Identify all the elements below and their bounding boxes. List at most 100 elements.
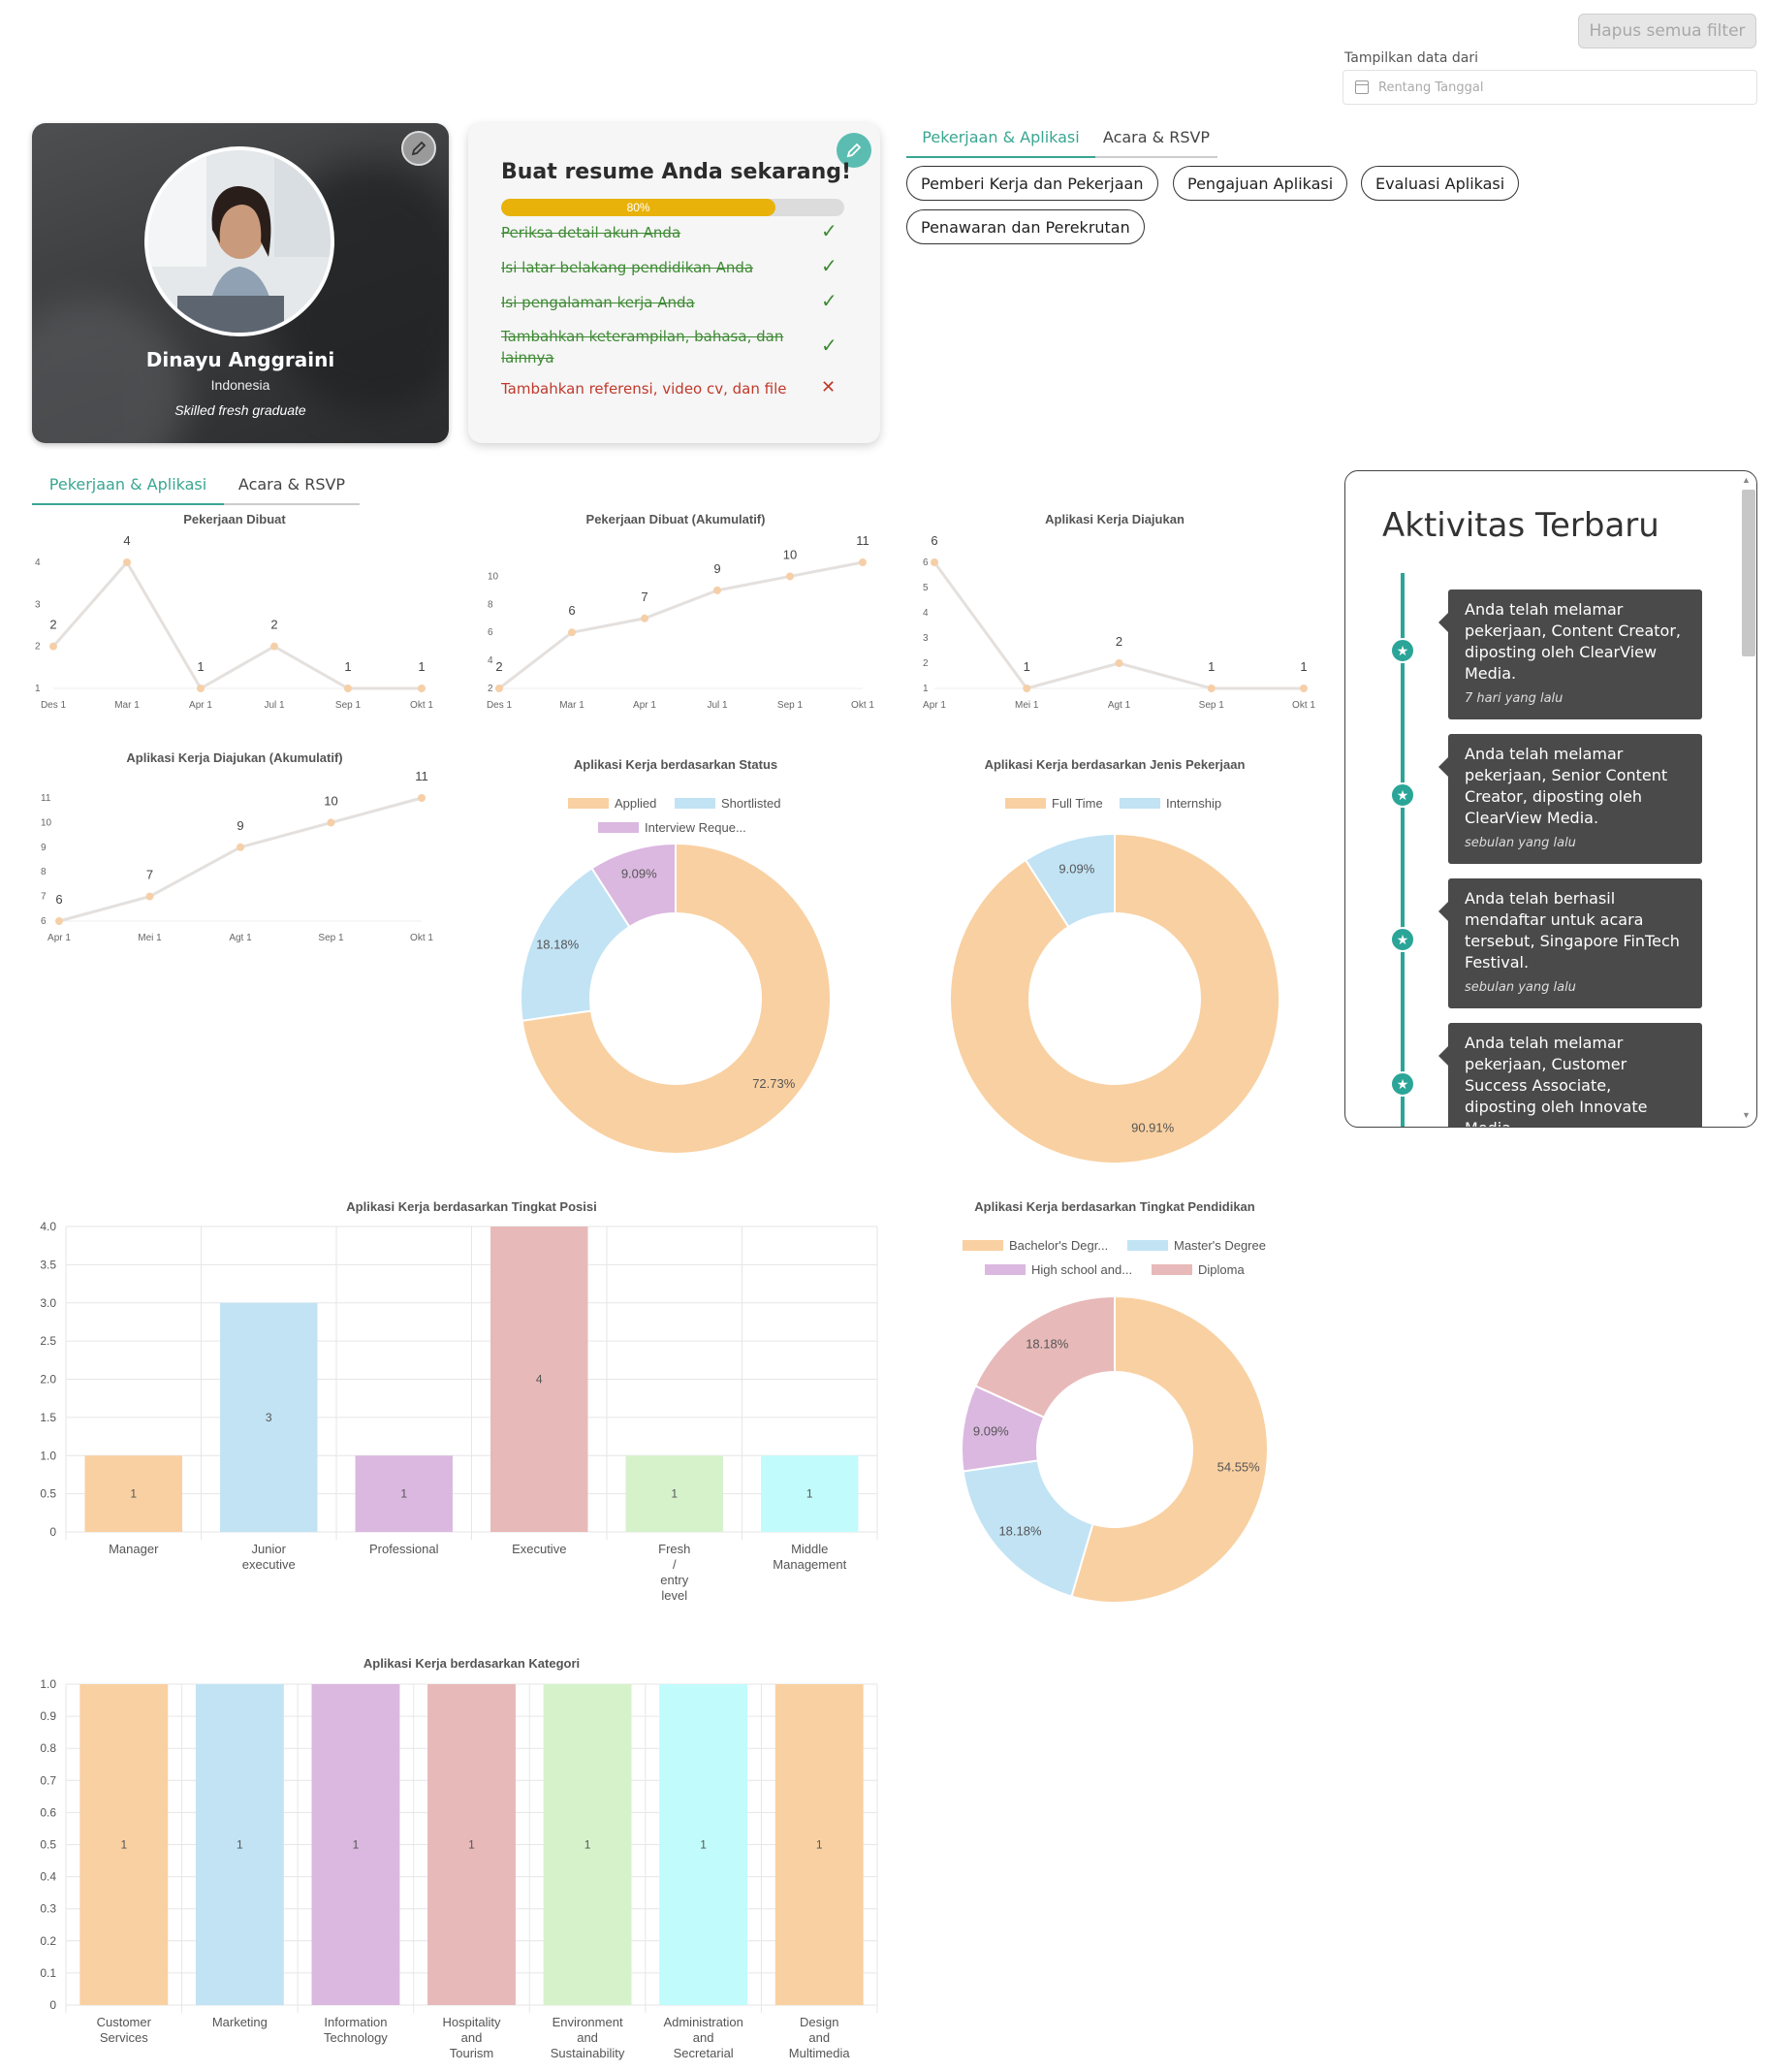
pill-application-evaluation[interactable]: Evaluasi Aplikasi bbox=[1361, 166, 1520, 201]
pill-application-submission[interactable]: Pengajuan Aplikasi bbox=[1173, 166, 1348, 201]
x-tick-label: Des 1 bbox=[41, 700, 67, 711]
legend-label: Bachelor's Degr... bbox=[1009, 1238, 1108, 1253]
resume-card: Buat resume Anda sekarang! 80% Periksa d… bbox=[468, 123, 880, 443]
data-label: 7 bbox=[146, 868, 153, 882]
resume-progress-bar: 80% bbox=[501, 199, 844, 216]
y-tick-label: 4 bbox=[923, 608, 929, 619]
bar bbox=[79, 1684, 169, 2005]
y-tick-label: 1.5 bbox=[40, 1411, 56, 1424]
activity-time: sebulan yang lalu bbox=[1465, 836, 1576, 850]
bar bbox=[427, 1684, 516, 2005]
y-tick-label: 0.2 bbox=[40, 1934, 56, 1948]
x-tick-label: Sep 1 bbox=[335, 700, 362, 711]
data-point bbox=[713, 586, 721, 594]
edit-resume-button[interactable] bbox=[837, 133, 871, 168]
activity-text: Anda telah melamar pekerjaan, Customer S… bbox=[1465, 1034, 1648, 1127]
y-tick-label: 3 bbox=[923, 633, 929, 644]
legend-swatch bbox=[963, 1240, 1003, 1251]
tab-jobs-applications-charts[interactable]: Pekerjaan & Aplikasi bbox=[32, 475, 224, 505]
data-point bbox=[123, 558, 131, 566]
x-tick-label: Okt 1 bbox=[410, 933, 433, 943]
legend-label: Master's Degree bbox=[1174, 1238, 1266, 1253]
checklist-item[interactable]: Tambahkan keterampilan, bahasa, dan lain… bbox=[501, 328, 784, 367]
y-tick-label: 2.5 bbox=[40, 1334, 56, 1348]
bar-value-label: 1 bbox=[400, 1487, 407, 1501]
resume-title: Buat resume Anda sekarang! bbox=[501, 160, 852, 184]
slice-label: 9.09% bbox=[621, 866, 657, 880]
edit-profile-button[interactable] bbox=[401, 131, 436, 166]
scroll-down-icon[interactable]: ▼ bbox=[1742, 1110, 1751, 1120]
tab-events-rsvp-charts[interactable]: Acara & RSVP bbox=[224, 475, 360, 505]
y-tick-label: 6 bbox=[923, 558, 929, 568]
checklist-item[interactable]: Periksa detail akun Anda bbox=[501, 224, 681, 241]
x-tick-label: Marketing bbox=[212, 2015, 268, 2029]
star-icon: ★ bbox=[1390, 638, 1415, 663]
activity-item[interactable]: Anda telah berhasil mendaftar untuk acar… bbox=[1438, 878, 1702, 1008]
activity-item[interactable]: Anda telah melamar pekerjaan, Customer S… bbox=[1438, 1023, 1702, 1127]
y-tick-label: 5 bbox=[923, 583, 929, 593]
tab-jobs-applications-top[interactable]: Pekerjaan & Aplikasi bbox=[906, 128, 1095, 158]
data-point bbox=[568, 628, 576, 637]
legend-swatch bbox=[568, 798, 609, 809]
checklist-item[interactable]: Isi pengalaman kerja Anda bbox=[501, 294, 695, 311]
activity-scrollbar-thumb[interactable] bbox=[1742, 490, 1755, 656]
x-tick-label: Agt 1 bbox=[1108, 700, 1131, 711]
scroll-up-icon[interactable]: ▲ bbox=[1742, 475, 1751, 485]
bar bbox=[355, 1455, 453, 1532]
y-tick-label: 0.9 bbox=[40, 1709, 56, 1723]
pie-slice bbox=[1024, 832, 1116, 929]
pill-offers-hiring[interactable]: Penawaran dan Perekrutan bbox=[906, 209, 1145, 244]
clear-all-filters-button[interactable]: Hapus semua filter bbox=[1578, 14, 1756, 48]
x-tick-label: Sep 1 bbox=[318, 933, 344, 943]
checklist-item[interactable]: Isi latar belakang pendidikan Anda bbox=[501, 259, 754, 276]
activity-item[interactable]: Anda telah melamar pekerjaan, Content Cr… bbox=[1438, 590, 1702, 719]
y-tick-label: 0.8 bbox=[40, 1741, 56, 1755]
bar-value-label: 1 bbox=[237, 1838, 243, 1852]
y-tick-label: 10 bbox=[41, 817, 52, 828]
y-tick-label: 1.0 bbox=[40, 1677, 56, 1691]
series-line bbox=[58, 796, 423, 923]
series-line bbox=[51, 559, 422, 691]
bar-value-label: 1 bbox=[120, 1838, 127, 1852]
data-point bbox=[270, 642, 278, 651]
chart-title: Aplikasi Kerja berdasarkan Jenis Pekerja… bbox=[985, 757, 1246, 772]
x-tick-label: Professional bbox=[369, 1542, 439, 1556]
x-tick-label: executive bbox=[242, 1557, 296, 1572]
pie-slice bbox=[520, 867, 631, 1022]
data-label: 2 bbox=[270, 618, 277, 632]
data-label: 11 bbox=[856, 533, 869, 548]
bar-value-label: 1 bbox=[353, 1838, 360, 1852]
pie-slice bbox=[521, 842, 832, 1155]
check-icon: ✓ bbox=[821, 221, 837, 242]
x-tick-label: / bbox=[673, 1557, 677, 1572]
profile-tagline: Skilled fresh graduate bbox=[174, 402, 306, 418]
pill-employers-jobs[interactable]: Pemberi Kerja dan Pekerjaan bbox=[906, 166, 1158, 201]
y-tick-label: 8 bbox=[41, 867, 47, 877]
x-tick-label: Manager bbox=[109, 1542, 159, 1556]
legend-swatch bbox=[1120, 798, 1160, 809]
bar-value-label: 1 bbox=[806, 1487, 813, 1501]
chart-title: Aplikasi Kerja berdasarkan Kategori bbox=[363, 1656, 580, 1671]
tab-events-rsvp-top[interactable]: Acara & RSVP bbox=[1095, 128, 1217, 158]
x-tick-label: Sustainability bbox=[551, 2046, 625, 2060]
data-point bbox=[237, 843, 244, 851]
data-label: 10 bbox=[324, 793, 337, 808]
data-point bbox=[418, 685, 426, 692]
x-tick-label: Executive bbox=[512, 1542, 566, 1556]
x-tick-label: Des 1 bbox=[487, 700, 513, 711]
activity-item[interactable]: Anda telah melamar pekerjaan, Senior Con… bbox=[1438, 734, 1702, 864]
data-point bbox=[1300, 685, 1308, 692]
bar-value-label: 3 bbox=[266, 1411, 272, 1424]
x-tick-label: Environment bbox=[553, 2015, 623, 2029]
y-tick-label: 1 bbox=[35, 684, 41, 694]
x-tick-label: Okt 1 bbox=[410, 700, 433, 711]
data-label: 1 bbox=[344, 659, 351, 674]
chart-title: Aplikasi Kerja berdasarkan Tingkat Pendi… bbox=[974, 1199, 1255, 1214]
bar bbox=[311, 1684, 400, 2005]
x-tick-label: Apr 1 bbox=[633, 700, 656, 711]
bar-value-label: 1 bbox=[816, 1838, 823, 1852]
date-range-input[interactable]: Rentang Tanggal bbox=[1343, 70, 1757, 105]
data-point bbox=[1115, 659, 1123, 667]
slice-label: 72.73% bbox=[752, 1076, 796, 1091]
checklist-item[interactable]: Tambahkan referensi, video cv, dan file bbox=[501, 380, 787, 398]
